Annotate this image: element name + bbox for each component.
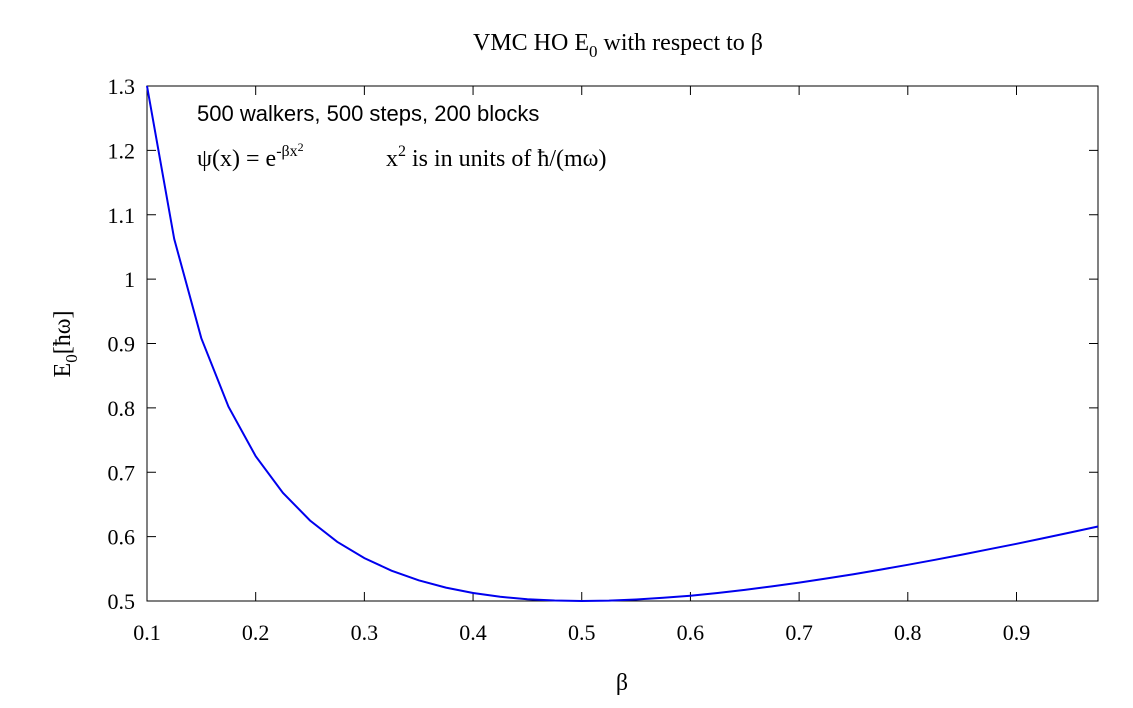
x-axis-label: β xyxy=(616,670,628,696)
annotation-run-parameters: 500 walkers, 500 steps, 200 blocks xyxy=(197,101,539,126)
series-line xyxy=(146,85,1099,603)
annotation-wavefunction: ψ(x) = e-βx2 xyxy=(197,140,304,172)
chart-title: VMC HO E0 with respect to β xyxy=(473,30,763,61)
x-tick-label: 0.2 xyxy=(242,620,270,645)
y-tick-label: 0.5 xyxy=(108,589,136,614)
x-tick-label: 0.8 xyxy=(894,620,922,645)
y-axis-label: E0[ħω] xyxy=(50,311,81,378)
y-tick-label: 0.9 xyxy=(108,332,136,357)
y-tick-labels: 0.5 0.6 0.7 0.8 0.9 1 1.1 1.2 1.3 xyxy=(108,74,136,614)
x-tick-label: 0.5 xyxy=(568,620,596,645)
y-tick-label: 0.7 xyxy=(108,460,136,485)
annotation-units: x2 is in units of ħ/(mω) xyxy=(386,143,606,172)
x-tick-label: 0.7 xyxy=(785,620,813,645)
y-tick-label: 0.8 xyxy=(108,396,136,421)
x-tick-labels: 0.1 0.2 0.3 0.4 0.5 0.6 0.7 0.8 0.9 xyxy=(133,620,1030,645)
y-tick-label: 0.6 xyxy=(108,525,136,550)
x-tick-label: 0.3 xyxy=(351,620,379,645)
x-tick-label: 0.9 xyxy=(1003,620,1031,645)
y-tick-label: 1 xyxy=(124,267,135,292)
x-tick-label: 0.4 xyxy=(459,620,487,645)
y-tick-label: 1.3 xyxy=(108,74,136,99)
x-tick-label: 0.1 xyxy=(133,620,161,645)
plot-frame xyxy=(146,85,1099,602)
y-tick-label: 1.2 xyxy=(108,138,136,163)
y-tick-label: 1.1 xyxy=(108,203,136,228)
axis-ticks xyxy=(146,85,1098,602)
x-tick-label: 0.6 xyxy=(677,620,705,645)
